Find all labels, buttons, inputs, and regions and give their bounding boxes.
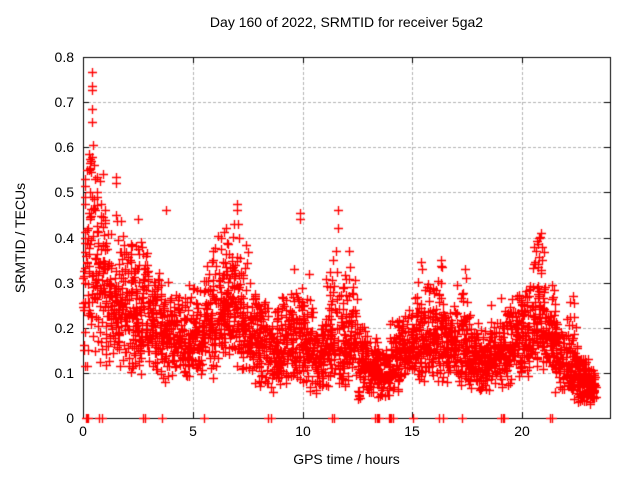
y-tick-label: 0.3 <box>54 275 74 291</box>
x-tick-label: 5 <box>189 423 197 439</box>
y-tick-label: 0.7 <box>54 94 74 110</box>
y-tick-label: 0.5 <box>54 184 74 200</box>
x-axis-label: GPS time / hours <box>293 451 400 467</box>
y-tick-label: 0.4 <box>54 230 74 246</box>
chart-title: Day 160 of 2022, SRMTID for receiver 5ga… <box>209 14 484 30</box>
y-tick-label: 0.1 <box>54 365 74 381</box>
x-tick-label: 15 <box>404 423 420 439</box>
y-tick-label: 0.6 <box>54 139 74 155</box>
y-axis-label: SRMTID / TECUs <box>12 182 28 294</box>
y-tick-label: 0 <box>66 410 74 426</box>
y-tick-label: 0.8 <box>54 49 74 65</box>
y-tick-label: 0.2 <box>54 320 74 336</box>
x-tick-label: 10 <box>295 423 311 439</box>
x-tick-label: 0 <box>79 423 87 439</box>
x-tick-label: 20 <box>514 423 530 439</box>
